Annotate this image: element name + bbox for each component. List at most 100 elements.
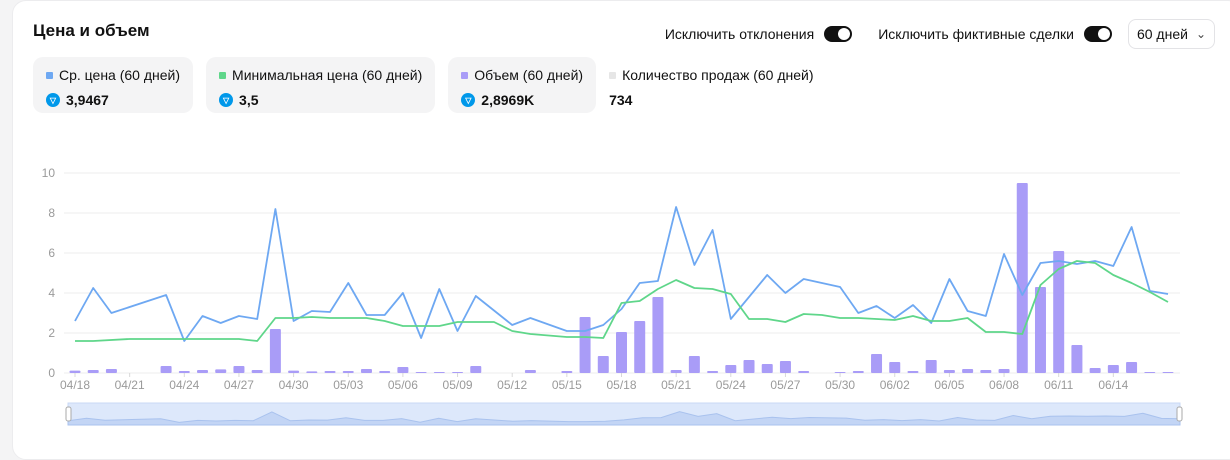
- volume-bar: [251, 370, 263, 373]
- volume-bar: [616, 332, 627, 373]
- volume-bar: [907, 371, 919, 373]
- exclude-fake-label: Исключить фиктивные сделки: [878, 26, 1074, 42]
- x-tick-label: 06/11: [1044, 378, 1073, 392]
- volume-bar: [998, 369, 1010, 373]
- volume-bar: [306, 371, 318, 373]
- volume-bar: [834, 372, 846, 373]
- x-tick-label: 06/02: [880, 378, 910, 392]
- volume-bar: [725, 365, 737, 373]
- avg-price-line: [74, 206, 1169, 342]
- volume-bar: [379, 371, 391, 373]
- x-tick-label: 06/14: [1098, 378, 1128, 392]
- navigator-area: [67, 411, 1181, 426]
- volume-bar: [452, 372, 464, 373]
- navigator-handle-right[interactable]: [1176, 406, 1183, 422]
- legend-swatch-volume: [461, 71, 469, 79]
- card-title: Цена и объем: [33, 21, 150, 40]
- x-tick-label: 05/24: [716, 378, 746, 392]
- x-tick-label: 04/27: [224, 378, 254, 392]
- volume-bar: [288, 370, 300, 373]
- volume-bar: [1144, 372, 1156, 373]
- stat-avg-price-label: Ср. цена (60 дней): [59, 67, 181, 83]
- volume-bar: [1089, 368, 1101, 373]
- volume-bar: [342, 371, 354, 373]
- ton-icon: ▽: [219, 93, 234, 107]
- y-tick-label: 2: [48, 326, 55, 340]
- x-tick-label: 05/15: [552, 378, 582, 392]
- exclude-outliers-toggle[interactable]: [824, 26, 853, 42]
- x-tick-label: 04/21: [115, 378, 145, 392]
- x-tick-label: 04/30: [279, 378, 309, 392]
- y-tick-label: 6: [48, 246, 55, 260]
- volume-bar: [360, 369, 372, 373]
- x-tick-label: 05/06: [388, 378, 418, 392]
- stat-min-price: Минимальная цена (60 дней) ▽ 3,5: [206, 57, 436, 113]
- volume-bar: [798, 371, 810, 373]
- legend-swatch-avg-price: [46, 71, 53, 79]
- navigator-handle-left[interactable]: [65, 406, 72, 422]
- chart-controls: Исключить отклонения Исключить фиктивные…: [665, 19, 1215, 49]
- exclude-outliers-label: Исключить отклонения: [664, 26, 815, 42]
- volume-bar: [415, 372, 427, 373]
- volume-bar: [269, 329, 281, 373]
- y-tick-label: 0: [48, 366, 55, 380]
- stats-row: Ср. цена (60 дней) ▽ 3,9467 Минимальная ц…: [33, 57, 827, 113]
- x-tick-label: 05/09: [443, 378, 473, 392]
- price-volume-chart: 0 2 4 6 8 10 04/18 04/21 04/24 04/27 04/30 05/03 05/…: [42, 166, 1183, 426]
- volume-bar: [652, 297, 664, 373]
- stat-avg-price-value: 3,9467: [66, 92, 109, 108]
- stat-volume: Объем (60 дней) ▽ 2,8969K: [448, 57, 597, 113]
- stat-sales-count-label: Количество продаж (60 дней): [622, 67, 814, 83]
- x-tick-label: 05/12: [497, 378, 527, 392]
- stat-sales-count: Количество продаж (60 дней) 734: [609, 57, 826, 113]
- period-select[interactable]: 60 дней ⌄: [1127, 19, 1215, 49]
- volume-bar: [579, 317, 591, 373]
- legend-swatch-sales-count: [609, 71, 617, 79]
- volume-bar: [743, 360, 755, 373]
- x-tick-label: 06/08: [989, 378, 1019, 392]
- y-tick-label: 10: [42, 166, 56, 180]
- ton-icon: ▽: [461, 93, 476, 107]
- y-tick-label: 4: [48, 286, 55, 300]
- volume-bar: [1162, 372, 1174, 373]
- volume-bar: [1071, 345, 1083, 373]
- volume-bar: [1107, 365, 1119, 373]
- x-tick-label: 05/30: [825, 378, 855, 392]
- volume-bar: [87, 370, 99, 373]
- volume-bar: [779, 361, 791, 373]
- x-tick-label: 06/05: [934, 378, 964, 392]
- volume-bar: [707, 371, 719, 373]
- volume-bar: [397, 367, 409, 373]
- volume-bar: [889, 362, 901, 373]
- volume-bar: [670, 370, 682, 373]
- volume-bar: [197, 370, 209, 373]
- exclude-fake-toggle[interactable]: [1083, 26, 1112, 42]
- stat-avg-price: Ср. цена (60 дней) ▽ 3,9467: [33, 57, 194, 113]
- volume-bar: [943, 370, 955, 373]
- volume-bar: [215, 369, 227, 373]
- stat-volume-value: 2,8969K: [481, 92, 535, 108]
- volume-bar: [688, 356, 700, 373]
- stat-volume-label: Объем (60 дней): [474, 67, 584, 83]
- volume-bar: [433, 372, 445, 373]
- x-tick-label: 04/18: [60, 378, 90, 392]
- volume-bar: [871, 354, 883, 373]
- volume-bar: [178, 371, 190, 373]
- volume-bar: [634, 321, 646, 373]
- volume-bar: [69, 370, 81, 373]
- stat-sales-count-value: 734: [609, 92, 633, 108]
- x-tick-label: 05/21: [661, 378, 691, 392]
- volume-bar: [1016, 183, 1028, 373]
- volume-bar: [160, 366, 172, 373]
- period-select-value: 60 дней: [1136, 26, 1188, 42]
- volume-bar: [597, 356, 609, 373]
- volume-bar: [561, 371, 573, 373]
- chevron-down-icon: ⌄: [1195, 27, 1206, 41]
- stat-min-price-label: Минимальная цена (60 дней): [232, 67, 423, 83]
- volume-bar: [962, 369, 974, 373]
- min-price-line: [75, 260, 1169, 342]
- ton-icon: ▽: [46, 93, 60, 107]
- volume-bar: [1053, 251, 1065, 373]
- volume-bar: [1034, 287, 1046, 373]
- y-tick-label: 8: [48, 206, 55, 220]
